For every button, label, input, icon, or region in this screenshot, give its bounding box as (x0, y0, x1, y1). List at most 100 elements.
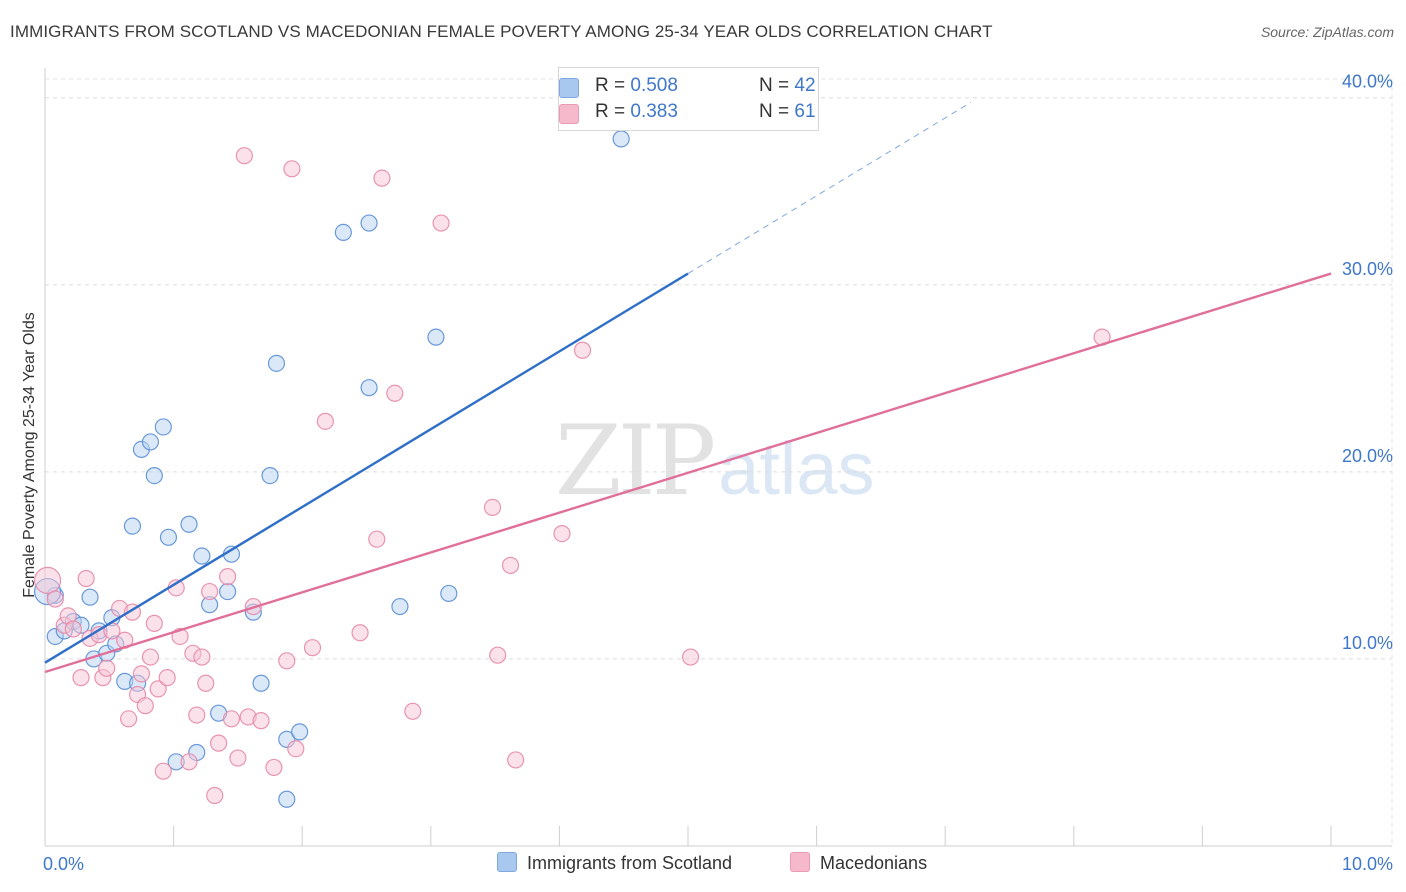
point-scotland (612, 130, 630, 148)
point-macedonians (351, 624, 369, 642)
point-macedonians (132, 665, 151, 683)
point-scotland (141, 433, 160, 451)
point-macedonians (206, 786, 224, 805)
point-macedonians (136, 697, 154, 715)
point-macedonians (404, 702, 422, 720)
watermark-atlas: atlas (718, 427, 875, 510)
legend-swatch-scotland (497, 852, 517, 872)
point-macedonians (197, 674, 215, 692)
source-label: Source: ZipAtlas.com (1260, 24, 1394, 40)
trendline-macedonians (44, 272, 1332, 674)
point-macedonians (573, 341, 592, 359)
point-macedonians (283, 160, 301, 178)
legend-label-macedonians: Macedonians (820, 853, 928, 873)
x-tick-label: 10.0% (1342, 854, 1393, 874)
point-macedonians (145, 614, 163, 632)
trendline-scotland (44, 272, 689, 664)
point-scotland (440, 584, 458, 603)
legend-swatch-scotland (559, 78, 579, 98)
point-macedonians (154, 762, 172, 780)
point-macedonians (149, 680, 167, 698)
legend-label-scotland: Immigrants from Scotland (527, 853, 733, 873)
point-macedonians (483, 498, 502, 516)
point-scotland (291, 723, 309, 741)
legend-n-label: N = (759, 101, 790, 122)
point-macedonians (432, 214, 450, 232)
legend-r-value: 0.508 (630, 75, 678, 96)
point-macedonians (287, 740, 305, 758)
point-macedonians (507, 751, 525, 769)
point-macedonians (229, 749, 247, 767)
point-scotland (123, 517, 142, 535)
point-macedonians (252, 712, 270, 730)
point-macedonians (119, 710, 138, 728)
legend-r-label: R = (595, 75, 626, 96)
y-tick-label: 40.0% (1342, 72, 1393, 92)
legend-n-label: N = (759, 75, 790, 96)
point-macedonians (373, 169, 391, 187)
legend-n-value: 42 (794, 75, 816, 96)
point-macedonians (46, 590, 64, 608)
point-scotland (159, 528, 178, 546)
point-macedonians (368, 530, 386, 548)
point-macedonians (553, 524, 571, 543)
point-scotland (252, 674, 270, 692)
y-tick-label: 20.0% (1342, 446, 1393, 466)
point-macedonians (77, 569, 95, 588)
point-macedonians (180, 753, 198, 771)
correlation-legend: R = 0.508 N = 42 R = 0.383 N = 61 (558, 67, 819, 131)
point-macedonians (64, 620, 82, 638)
legend-swatch-macedonians (559, 104, 579, 124)
watermark-zip: ZIP (555, 405, 716, 517)
point-macedonians (33, 566, 62, 594)
legend-r-label: R = (595, 101, 626, 122)
trend-layer (44, 101, 1332, 674)
point-macedonians (72, 669, 90, 687)
points-layer (33, 130, 1111, 808)
point-scotland (180, 515, 198, 533)
tick-label-layer: 10.0% 20.0% 30.0% 40.0% 0.0% 10.0% (43, 72, 1393, 874)
point-macedonians (235, 147, 253, 165)
point-macedonians (278, 652, 296, 670)
point-macedonians (98, 659, 116, 677)
point-scotland (81, 588, 99, 606)
y-tick-label: 30.0% (1342, 259, 1393, 279)
point-macedonians (316, 412, 334, 430)
y-tick-label: 10.0% (1342, 633, 1393, 653)
point-scotland (360, 214, 378, 232)
point-macedonians (386, 384, 404, 402)
point-scotland (278, 790, 296, 808)
legend-item-scotland[interactable]: Immigrants from Scotland (497, 852, 732, 874)
point-macedonians (193, 648, 211, 666)
point-macedonians (501, 556, 520, 574)
chart-title: IMMIGRANTS FROM SCOTLAND VS MACEDONIAN F… (10, 22, 993, 41)
point-scotland (219, 582, 237, 601)
point-macedonians (489, 646, 507, 664)
point-macedonians (158, 669, 176, 687)
x-tick-label: 0.0% (43, 854, 84, 874)
point-macedonians (219, 568, 237, 586)
point-scotland (193, 547, 211, 565)
legend-item-macedonians[interactable]: Macedonians (790, 852, 927, 874)
legend-n-value: 61 (794, 101, 816, 122)
point-scotland (391, 597, 409, 616)
point-macedonians (265, 758, 283, 777)
point-scotland (145, 466, 163, 485)
point-scotland (427, 328, 445, 346)
point-scotland (360, 379, 378, 397)
point-scotland (334, 223, 352, 241)
legend-r-value: 0.383 (630, 101, 678, 122)
point-macedonians (141, 648, 160, 666)
trendline-scotland-extension (687, 101, 972, 274)
series-legend: Immigrants from Scotland Macedonians (0, 852, 1406, 878)
point-macedonians (210, 734, 228, 752)
point-scotland (154, 418, 172, 436)
point-macedonians (303, 639, 322, 657)
axis-layer (44, 68, 1392, 847)
point-scotland (267, 354, 286, 372)
point-macedonians (201, 582, 219, 601)
point-macedonians (222, 710, 241, 728)
watermark: ZIPatlas (555, 405, 875, 517)
point-macedonians (681, 648, 700, 666)
